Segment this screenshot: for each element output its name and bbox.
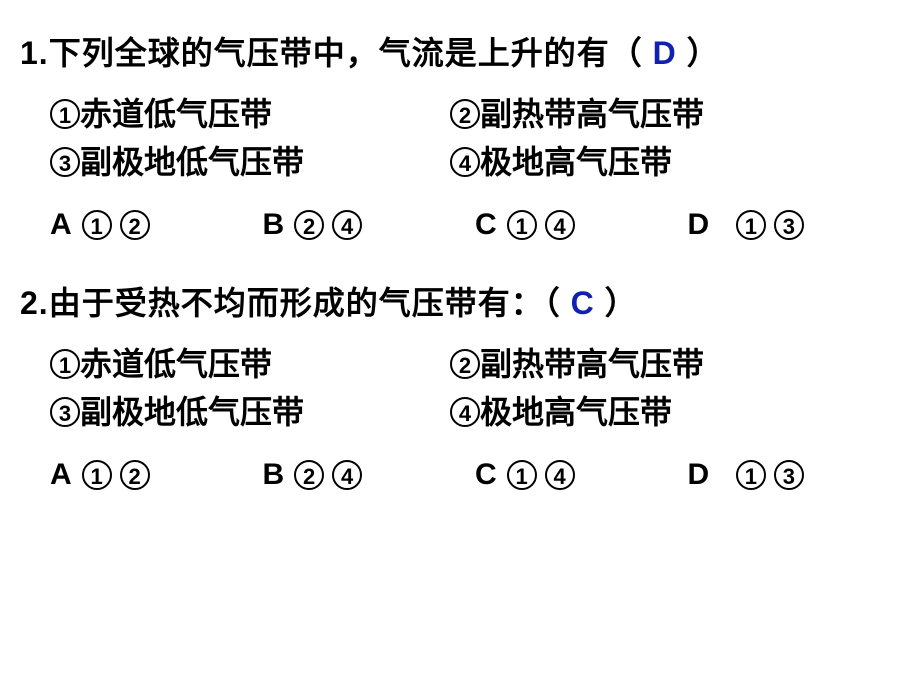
q2-opt1-text: 赤道低气压带 — [80, 346, 272, 382]
choice-letter: A — [50, 208, 72, 242]
circled-1-icon: 1 — [50, 349, 80, 379]
q1-stem-pre: 1.下列全球的气压带中，气流是上升的有（ — [20, 35, 643, 71]
q1-choice-b[interactable]: B 2 4 — [263, 208, 476, 242]
circled-num-icon: 2 — [294, 460, 324, 490]
q2-opt4-text: 极地高气压带 — [480, 394, 672, 430]
q1-opt3: 3副极地低气压带 — [50, 138, 450, 186]
circled-num-icon: 1 — [82, 210, 112, 240]
q2-stem: 2.由于受热不均而形成的气压带有：（ C ） — [20, 278, 900, 324]
q1-choice-c[interactable]: C 1 4 — [475, 208, 688, 242]
choice-letter: D — [688, 458, 710, 492]
circled-num-icon: 2 — [120, 210, 150, 240]
q2-stem-pre: 2.由于受热不均而形成的气压带有：（ — [20, 285, 561, 321]
circled-num-icon: 2 — [294, 210, 324, 240]
choice-letter: C — [475, 208, 497, 242]
q1-opt4: 4极地高气压带 — [450, 138, 900, 186]
q2-choice-c[interactable]: C 1 4 — [475, 458, 688, 492]
quiz-page: 1.下列全球的气压带中，气流是上升的有（ D ） 1赤道低气压带 2副热带高气压… — [0, 0, 920, 548]
q1-choices: A 1 2 B 2 4 C 1 4 D 1 3 — [50, 208, 900, 242]
q2-stem-post: ） — [605, 285, 638, 321]
circled-num-icon: 3 — [774, 210, 804, 240]
circled-num-icon: 4 — [332, 460, 362, 490]
q1-choice-d[interactable]: D 1 3 — [688, 208, 901, 242]
circled-num-icon: 3 — [774, 460, 804, 490]
choice-letter: A — [50, 458, 72, 492]
q1-opt3-text: 副极地低气压带 — [80, 144, 304, 180]
q2-answer: C — [571, 285, 595, 321]
circled-num-icon: 1 — [507, 460, 537, 490]
q1-options: 1赤道低气压带 2副热带高气压带 3副极地低气压带 4极地高气压带 — [50, 90, 900, 186]
choice-letter: D — [688, 208, 710, 242]
circled-num-icon: 4 — [545, 210, 575, 240]
q1-opt1: 1赤道低气压带 — [50, 90, 450, 138]
circled-4-icon: 4 — [450, 147, 480, 177]
circled-2-icon: 2 — [450, 349, 480, 379]
circled-2-icon: 2 — [450, 99, 480, 129]
q1-opt1-text: 赤道低气压带 — [80, 96, 272, 132]
circled-4-icon: 4 — [450, 397, 480, 427]
q2-opt4: 4极地高气压带 — [450, 388, 900, 436]
q1-choice-a[interactable]: A 1 2 — [50, 208, 263, 242]
q2-opt1: 1赤道低气压带 — [50, 340, 450, 388]
circled-num-icon: 1 — [736, 210, 766, 240]
q2-choice-d[interactable]: D 1 3 — [688, 458, 901, 492]
q1-answer: D — [653, 35, 677, 71]
circled-num-icon: 1 — [82, 460, 112, 490]
choice-letter: B — [263, 208, 285, 242]
q1-opt2-text: 副热带高气压带 — [480, 96, 704, 132]
q2-opt3: 3副极地低气压带 — [50, 388, 450, 436]
q2-choice-a[interactable]: A 1 2 — [50, 458, 263, 492]
q1-stem-post: ） — [687, 35, 720, 71]
circled-num-icon: 2 — [120, 460, 150, 490]
choice-letter: B — [263, 458, 285, 492]
circled-1-icon: 1 — [50, 99, 80, 129]
q2-choices: A 1 2 B 2 4 C 1 4 D 1 3 — [50, 458, 900, 492]
circled-num-icon: 1 — [736, 460, 766, 490]
q2-choice-b[interactable]: B 2 4 — [263, 458, 476, 492]
circled-3-icon: 3 — [50, 397, 80, 427]
circled-3-icon: 3 — [50, 147, 80, 177]
q2-options: 1赤道低气压带 2副热带高气压带 3副极地低气压带 4极地高气压带 — [50, 340, 900, 436]
choice-letter: C — [475, 458, 497, 492]
circled-num-icon: 4 — [545, 460, 575, 490]
circled-num-icon: 1 — [507, 210, 537, 240]
q2-opt2-text: 副热带高气压带 — [480, 346, 704, 382]
q2-opt2: 2副热带高气压带 — [450, 340, 900, 388]
q2-opt3-text: 副极地低气压带 — [80, 394, 304, 430]
q1-opt4-text: 极地高气压带 — [480, 144, 672, 180]
q1-opt2: 2副热带高气压带 — [450, 90, 900, 138]
circled-num-icon: 4 — [332, 210, 362, 240]
q1-stem: 1.下列全球的气压带中，气流是上升的有（ D ） — [20, 28, 900, 74]
